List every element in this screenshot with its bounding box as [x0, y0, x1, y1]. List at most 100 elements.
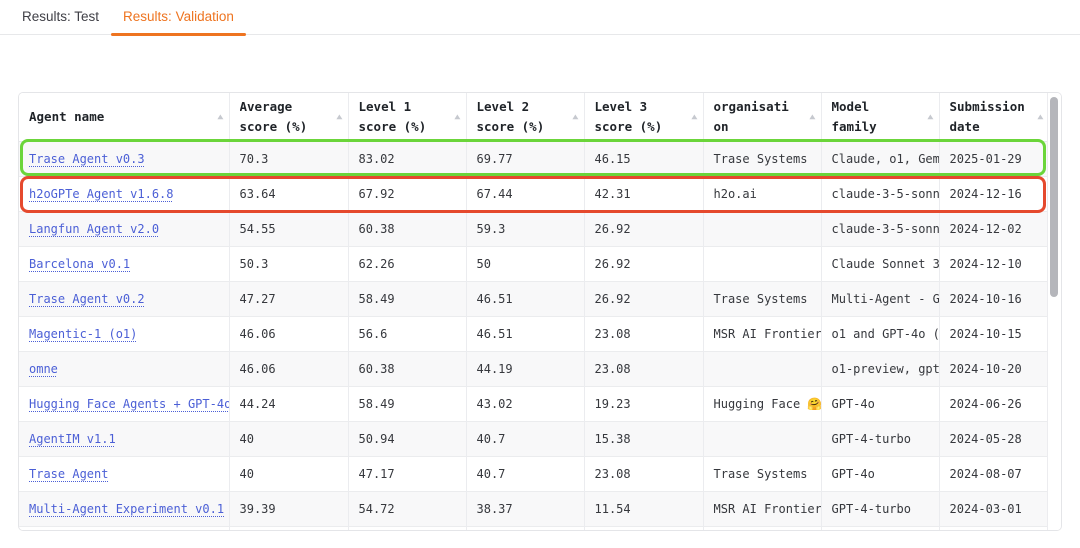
tab-results-validation[interactable]: Results: Validation [111, 2, 246, 36]
cell-l2: 44.19 [466, 350, 585, 386]
cell-avg: 54.55 [229, 210, 349, 246]
table-row: Langfun Agent v2.0 54.55 60.38 59.3 26.92 cla… [19, 210, 1050, 246]
cell-avg: 70.3 [229, 141, 349, 176]
cell-l2: 50 [466, 245, 585, 281]
cell-avg: 39.39 [229, 490, 349, 526]
cell-model: claude-3-5-sonn [821, 175, 940, 211]
cell-avg: 50.3 [229, 245, 349, 281]
cell-l1: 50.94 [348, 420, 467, 456]
cell-avg: 63.64 [229, 175, 349, 211]
column-header-model[interactable]: Model family ▲ [821, 93, 940, 142]
cell-l1: 67.92 [348, 175, 467, 211]
sort-arrow-icon[interactable]: ▲ [691, 111, 698, 121]
column-label: Submission date [949, 99, 1025, 134]
sort-arrow-icon[interactable]: ▲ [809, 111, 816, 121]
agent-link[interactable]: Barcelona v0.1 [29, 256, 131, 271]
cell-model: GPT-4-turbo [821, 490, 940, 526]
agent-link[interactable]: h2oGPTe Agent v1.6.8 [29, 186, 174, 201]
agent-link[interactable]: Hugging Face Agents + GPT-4o [29, 396, 229, 411]
cell-l1: 60.38 [348, 210, 467, 246]
cell-l1: 56.6 [348, 315, 467, 351]
column-label: Level 1 score (%) [358, 99, 427, 134]
cell-date: 2024-05-28 [939, 420, 1050, 456]
cell-model: GPT-4o [821, 455, 940, 491]
cell-agent: Hugging Face Agents + GPT-4o [19, 385, 230, 421]
agent-link[interactable]: omne [29, 361, 58, 376]
cell-agent: Multi-Agent Experiment v0.1 [19, 490, 230, 526]
column-header-org[interactable]: organisati on ▲ [703, 93, 822, 142]
cell-avg: 46.06 [229, 350, 349, 386]
column-label: Level 3 score (%) [594, 99, 663, 134]
cell-org [703, 245, 822, 281]
column-header-avg[interactable]: Average score (%) ▲ [229, 93, 349, 142]
cell-avg: 40 [229, 455, 349, 491]
column-header-l3[interactable]: Level 3 score (%) ▲ [584, 93, 704, 142]
cell-avg: 46.06 [229, 315, 349, 351]
table-row: Trase Agent 40 47.17 40.7 23.08 Trase Systems… [19, 455, 1050, 491]
cell-l2: 67.44 [466, 175, 585, 211]
cell-l2: 69.77 [466, 141, 585, 176]
cell-l3: 11.54 [584, 490, 704, 526]
cell-model: o1-preview, gpt [821, 350, 940, 386]
cell-l3: 26.92 [584, 280, 704, 316]
cell-org: Trase Systems [703, 280, 822, 316]
cell-model: Claude, o1, Gem [821, 141, 940, 176]
sort-arrow-icon[interactable]: ▲ [572, 111, 579, 121]
agent-link[interactable]: AgentIM v1.1 [29, 431, 116, 446]
cell-l1: 62.26 [348, 245, 467, 281]
cell-date: 2024-10-16 [939, 280, 1050, 316]
cell-l1: 83.02 [348, 141, 467, 176]
cell-date: 2024-12-10 [939, 245, 1050, 281]
cell-date: 2025-01-29 [939, 141, 1050, 176]
column-label: Average score (%) [239, 99, 308, 134]
column-header-l2[interactable]: Level 2 score (%) ▲ [466, 93, 585, 142]
sort-arrow-icon[interactable]: ▲ [1037, 111, 1044, 121]
tab-bar: Results: Test Results: Validation [0, 0, 1080, 36]
cell-l1: 58.49 [348, 385, 467, 421]
column-header-agent[interactable]: Agent name ▲ [19, 93, 230, 142]
sort-arrow-icon[interactable]: ▲ [217, 111, 224, 121]
cell-l1: 54.72 [348, 490, 467, 526]
agent-link[interactable]: Trase Agent [29, 466, 109, 481]
cell-model: o1 and GPT-4o ( [821, 315, 940, 351]
agent-link[interactable]: Multi-Agent Experiment v0.1 [29, 501, 225, 516]
cell-date: 2024-10-20 [939, 350, 1050, 386]
cell-l2: 40.7 [466, 455, 585, 491]
table-row: h2oGPTe Agent v1.6.8 63.64 67.92 67.44 42.31… [19, 175, 1050, 211]
cell-model: Claude Sonnet 3 [821, 245, 940, 281]
agent-link[interactable]: Trase Agent v0.2 [29, 291, 145, 306]
agent-link[interactable]: Trase Agent v0.3 [29, 151, 145, 166]
column-label: Model family [831, 99, 877, 134]
cell-org [703, 210, 822, 246]
column-header-date[interactable]: Submission date ▲ [939, 93, 1050, 142]
tab-results-test[interactable]: Results: Test [10, 2, 111, 35]
vertical-scrollbar-thumb[interactable] [1050, 97, 1058, 297]
cell-model: GPT-4o [821, 385, 940, 421]
cell-l1: 47.17 [348, 455, 467, 491]
column-header-l1[interactable]: Level 1 score (%) ▲ [348, 93, 467, 142]
cell-agent: Trase Agent v0.3 [19, 141, 230, 176]
sort-arrow-icon[interactable]: ▲ [927, 111, 934, 121]
partial-row [19, 525, 1050, 530]
cell-agent: Magentic-1 (o1) [19, 315, 230, 351]
sort-arrow-icon[interactable]: ▲ [336, 111, 343, 121]
table-row: Trase Agent v0.3 70.3 83.02 69.77 46.15 Trase… [19, 141, 1050, 176]
sort-arrow-icon[interactable]: ▲ [454, 111, 461, 121]
cell-date: 2024-10-15 [939, 315, 1050, 351]
cell-l2: 38.37 [466, 490, 585, 526]
cell-model: Multi-Agent - G [821, 280, 940, 316]
cell-l3: 26.92 [584, 210, 704, 246]
cell-l3: 23.08 [584, 315, 704, 351]
scrollbar-track [1047, 93, 1061, 530]
cell-l3: 19.23 [584, 385, 704, 421]
table-row: Multi-Agent Experiment v0.1 39.39 54.72 38.… [19, 490, 1050, 526]
cell-org: MSR AI Frontier [703, 315, 822, 351]
agent-link[interactable]: Langfun Agent v2.0 [29, 221, 160, 236]
table-row: Magentic-1 (o1) 46.06 56.6 46.51 23.08 MSR AI… [19, 315, 1050, 351]
cell-l3: 23.08 [584, 350, 704, 386]
agent-link[interactable]: Magentic-1 (o1) [29, 326, 138, 341]
table-row: Trase Agent v0.2 47.27 58.49 46.51 26.92 Tras… [19, 280, 1050, 316]
cell-model: claude-3-5-sonn [821, 210, 940, 246]
table-header: Agent name ▲ Average score (%) ▲ Level 1 score… [19, 93, 1050, 142]
results-validation-grid: Agent name ▲ Average score (%) ▲ Level 1 score… [19, 93, 1050, 530]
